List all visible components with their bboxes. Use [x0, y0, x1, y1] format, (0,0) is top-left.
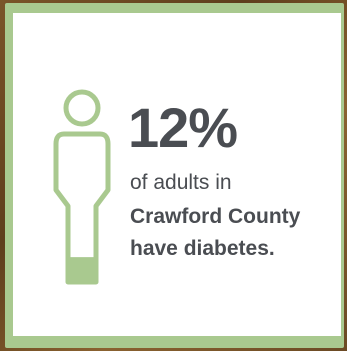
stat-description-condition: have diabetes.: [130, 237, 275, 260]
person-body: [53, 131, 111, 285]
stat-percentage: 12%: [128, 96, 238, 159]
stat-description-location: Crawford County: [130, 205, 301, 228]
person-head: [63, 89, 101, 127]
person-outline-icon: [53, 89, 111, 285]
stat-description-line1: of adults in: [130, 171, 232, 194]
